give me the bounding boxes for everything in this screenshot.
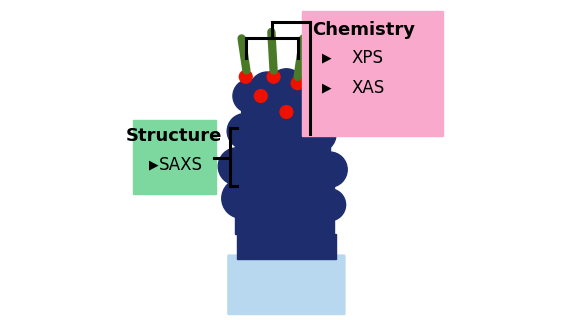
Circle shape [238,127,271,161]
Circle shape [237,163,269,195]
Circle shape [313,189,346,221]
Circle shape [233,79,266,113]
Circle shape [255,156,289,189]
Circle shape [261,166,299,205]
Circle shape [254,134,293,173]
FancyBboxPatch shape [133,120,216,194]
FancyBboxPatch shape [227,254,346,315]
Circle shape [257,121,290,155]
Circle shape [282,106,319,143]
Circle shape [255,90,267,102]
Circle shape [312,152,347,187]
Circle shape [269,69,304,104]
Circle shape [259,89,292,122]
Text: ▶: ▶ [321,51,331,64]
Circle shape [296,102,328,134]
Circle shape [289,76,322,109]
Circle shape [280,106,293,118]
Text: SAXS: SAXS [159,156,203,174]
Circle shape [267,70,280,83]
Circle shape [218,148,255,185]
Bar [235,186,335,208]
Text: XPS: XPS [352,49,384,67]
Circle shape [291,77,304,90]
Circle shape [227,114,263,149]
Text: Structure: Structure [126,127,222,145]
Circle shape [293,141,331,179]
Circle shape [263,99,301,138]
Circle shape [278,93,310,125]
Circle shape [294,128,327,160]
Circle shape [235,141,274,179]
Circle shape [275,156,308,189]
Circle shape [307,86,339,118]
Circle shape [320,115,333,128]
Circle shape [299,181,335,216]
Text: ▶: ▶ [321,82,331,94]
Circle shape [276,121,310,155]
Circle shape [307,96,320,109]
Circle shape [301,117,336,152]
Text: XAS: XAS [351,79,385,97]
Bar [237,234,336,259]
Circle shape [281,173,318,211]
Bar [245,98,325,118]
Bar [240,118,327,141]
Circle shape [241,96,274,128]
Bar [235,141,329,163]
FancyBboxPatch shape [302,11,443,136]
Text: Chemistry: Chemistry [312,21,415,39]
Circle shape [293,163,325,195]
Circle shape [242,173,279,211]
Text: ▶: ▶ [149,158,159,171]
Circle shape [273,134,313,173]
Bar [235,205,335,234]
Bar [235,163,335,186]
Circle shape [249,72,285,107]
Circle shape [240,70,252,83]
Circle shape [244,106,281,143]
Circle shape [222,179,262,218]
